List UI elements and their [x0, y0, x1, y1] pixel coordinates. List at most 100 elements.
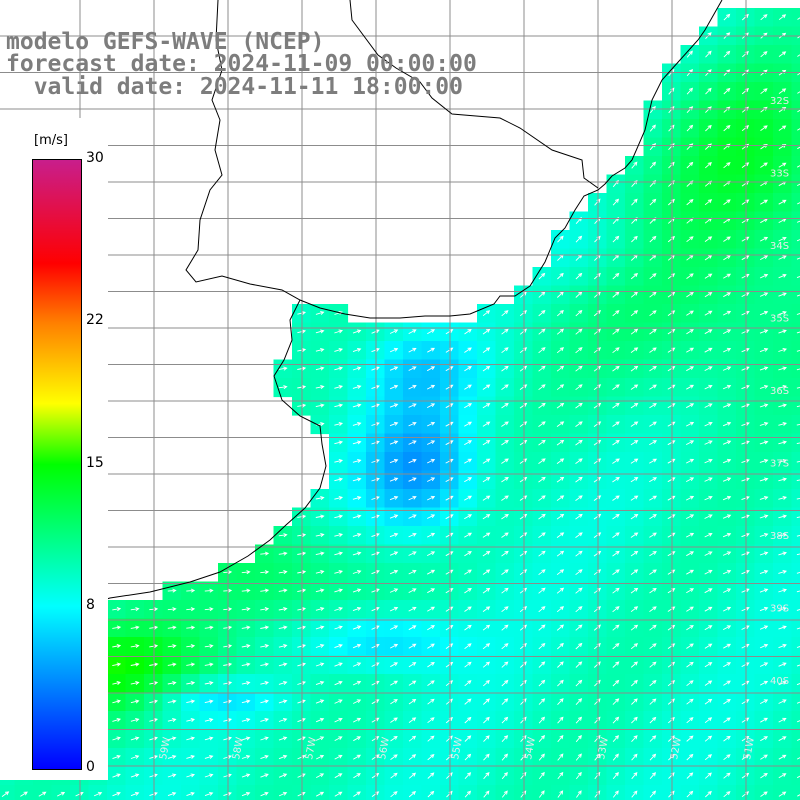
wind-arrow — [93, 791, 103, 797]
wind-arrow — [612, 328, 620, 335]
wind-arrow — [685, 421, 695, 427]
wind-arrow — [315, 625, 325, 630]
wind-arrow — [167, 644, 177, 649]
wind-speed-cell — [791, 193, 800, 213]
wind-arrow — [334, 791, 343, 797]
wind-arrow — [539, 790, 545, 798]
wind-arrow — [556, 513, 565, 520]
wind-arrow — [315, 347, 325, 352]
wind-arrow — [482, 477, 491, 483]
wind-speed-cell — [791, 785, 800, 800]
wind-arrow — [353, 754, 362, 760]
wind-arrow — [612, 532, 620, 538]
wind-arrow — [778, 106, 787, 113]
wind-arrow — [482, 514, 491, 520]
wind-arrow — [538, 606, 546, 613]
wind-arrow — [649, 161, 657, 169]
wind-arrow — [464, 328, 472, 335]
wind-arrow — [686, 643, 694, 649]
wind-arrow — [501, 679, 509, 687]
wind-arrow — [759, 699, 769, 704]
wind-arrow — [408, 606, 417, 612]
wind-arrow — [556, 365, 565, 372]
wind-arrow — [576, 790, 582, 798]
wind-arrow — [112, 736, 121, 741]
wind-arrow — [722, 569, 732, 575]
wind-arrow — [260, 570, 270, 575]
wind-arrow — [796, 516, 800, 519]
colorbar-tick-label: 30 — [86, 150, 104, 166]
wind-arrow — [796, 423, 800, 426]
wind-arrow — [408, 329, 417, 334]
wind-arrow — [649, 551, 657, 557]
wind-arrow — [112, 643, 122, 649]
wind-arrow — [297, 347, 307, 353]
wind-arrow — [778, 162, 787, 168]
wind-arrow — [334, 366, 344, 371]
longitude-label: 58W — [231, 736, 246, 760]
wind-arrow — [260, 643, 270, 649]
wind-arrow — [334, 329, 344, 334]
wind-arrow — [649, 124, 656, 132]
wind-arrow — [612, 716, 620, 724]
wind-arrow — [204, 754, 214, 759]
wind-arrow — [334, 736, 343, 741]
wind-arrow — [686, 198, 694, 206]
wind-arrow — [631, 790, 638, 798]
wind-arrow — [186, 736, 196, 741]
colorbar-tick-label: 22 — [86, 312, 104, 329]
wind-arrow — [204, 662, 214, 667]
wind-arrow — [575, 458, 583, 464]
wind-arrow — [130, 717, 140, 722]
wind-arrow — [278, 736, 288, 741]
wind-arrow — [464, 624, 472, 631]
wind-arrow — [426, 384, 436, 390]
wind-speed-cell — [791, 655, 800, 675]
wind-arrow — [797, 109, 800, 113]
wind-arrow — [75, 791, 84, 797]
wind-arrow — [167, 717, 177, 723]
wind-arrow — [390, 791, 398, 798]
wind-arrow — [501, 753, 509, 761]
wind-arrow — [352, 329, 362, 334]
wind-arrow — [241, 736, 251, 741]
wind-arrow — [186, 791, 195, 797]
wind-arrow — [630, 532, 639, 538]
wind-arrow — [759, 403, 769, 408]
model-title: modelo GEFS-WAVE (NCEP) — [6, 29, 325, 55]
wind-speed-cell — [791, 433, 800, 453]
wind-arrow — [723, 13, 731, 21]
wind-arrow — [426, 366, 436, 372]
wind-arrow — [334, 569, 344, 574]
wind-arrow — [167, 607, 177, 612]
wind-arrow — [167, 791, 177, 797]
wind-arrow — [223, 662, 233, 667]
wind-arrow — [778, 551, 788, 556]
wind-arrow — [557, 734, 564, 743]
wind-arrow — [297, 625, 306, 630]
wind-arrow — [20, 791, 28, 797]
wind-arrow — [297, 329, 307, 334]
wind-arrow — [630, 440, 639, 446]
wind-arrow — [778, 736, 787, 742]
wind-arrow — [556, 402, 565, 409]
wind-speed-cell — [791, 378, 800, 398]
wind-arrow — [741, 310, 750, 316]
wind-arrow — [557, 679, 564, 687]
wind-arrow — [722, 458, 732, 464]
wind-arrow — [408, 477, 417, 482]
wind-arrow — [315, 662, 325, 667]
wind-arrow — [741, 384, 750, 390]
wind-arrow — [723, 698, 731, 705]
wind-arrow — [167, 625, 177, 630]
wind-arrow — [575, 272, 583, 280]
wind-arrow — [538, 513, 546, 520]
wind-arrow — [575, 606, 583, 613]
wind-speed-cell — [791, 359, 800, 379]
wind-arrow — [482, 587, 491, 594]
wind-arrow — [501, 661, 509, 668]
wind-speed-cell — [791, 119, 800, 139]
wind-arrow — [630, 384, 639, 390]
wind-arrow — [759, 384, 769, 389]
wind-arrow — [223, 570, 233, 575]
